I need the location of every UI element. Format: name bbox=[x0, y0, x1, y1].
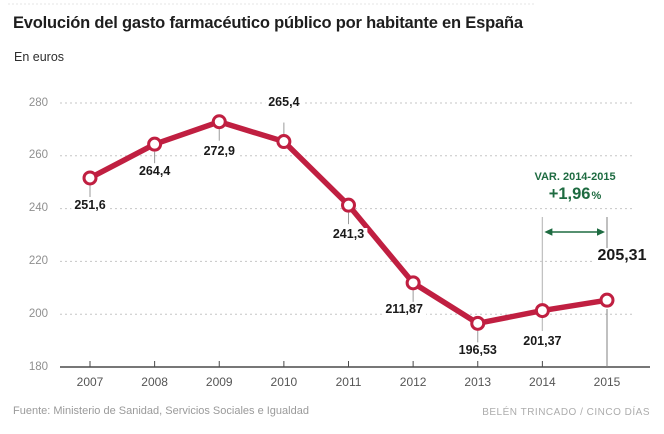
y-tick-label: 200 bbox=[28, 307, 48, 320]
variation-unit: % bbox=[591, 190, 602, 202]
data-point-marker bbox=[470, 315, 486, 331]
point-label: 265,4 bbox=[265, 95, 303, 109]
y-tick-label: 240 bbox=[28, 202, 48, 215]
data-point-marker bbox=[147, 136, 163, 152]
point-label: 201,37 bbox=[520, 334, 565, 348]
point-label: 196,53 bbox=[455, 344, 500, 358]
y-tick-label: 280 bbox=[28, 96, 48, 109]
variation-annotation: VAR. 2014-2015 +1,96% bbox=[534, 171, 615, 204]
point-label: 205,31 bbox=[594, 248, 650, 265]
var-arrowhead-right-icon bbox=[597, 228, 605, 236]
point-label: 272,9 bbox=[200, 144, 238, 158]
author-credit: BELÉN TRINCADO / CINCO DÍAS bbox=[482, 407, 650, 418]
x-tick-label: 2015 bbox=[593, 375, 621, 389]
x-tick-label: 2013 bbox=[464, 375, 492, 389]
data-point-marker bbox=[341, 197, 356, 213]
point-label: 251,6 bbox=[71, 198, 109, 212]
y-tick-label: 220 bbox=[28, 254, 48, 267]
variation-value-row: +1,96% bbox=[534, 185, 615, 204]
y-tick-label: 260 bbox=[28, 149, 48, 162]
x-tick-label: 2008 bbox=[141, 375, 168, 389]
y-tick-label: 180 bbox=[28, 360, 48, 373]
chart-title: Evolución del gasto farmacéutico público… bbox=[13, 14, 523, 32]
point-label: 264,4 bbox=[135, 165, 174, 179]
data-point-marker bbox=[534, 303, 550, 319]
variation-period-label: VAR. 2014-2015 bbox=[534, 171, 616, 183]
source-note: Fuente: Ministerio de Sanidad, Servicios… bbox=[13, 405, 309, 417]
x-tick-label: 2007 bbox=[76, 375, 104, 389]
data-point-marker bbox=[599, 292, 615, 308]
data-point-marker bbox=[276, 134, 292, 150]
x-tick-label: 2010 bbox=[270, 375, 298, 389]
chart-subtitle: En euros bbox=[14, 50, 65, 64]
x-tick-label: 2009 bbox=[205, 375, 233, 389]
data-point-marker bbox=[211, 114, 227, 130]
x-tick-label: 2014 bbox=[529, 375, 556, 389]
variation-value: +1,96 bbox=[548, 185, 591, 203]
data-point-marker bbox=[405, 275, 421, 291]
var-arrowhead-left-icon bbox=[544, 228, 553, 236]
x-tick-label: 2011 bbox=[335, 375, 362, 389]
point-label: 211,87 bbox=[382, 302, 426, 316]
point-label: 241,3 bbox=[329, 228, 368, 242]
data-point-marker bbox=[82, 170, 98, 186]
x-tick-label: 2012 bbox=[399, 375, 427, 389]
